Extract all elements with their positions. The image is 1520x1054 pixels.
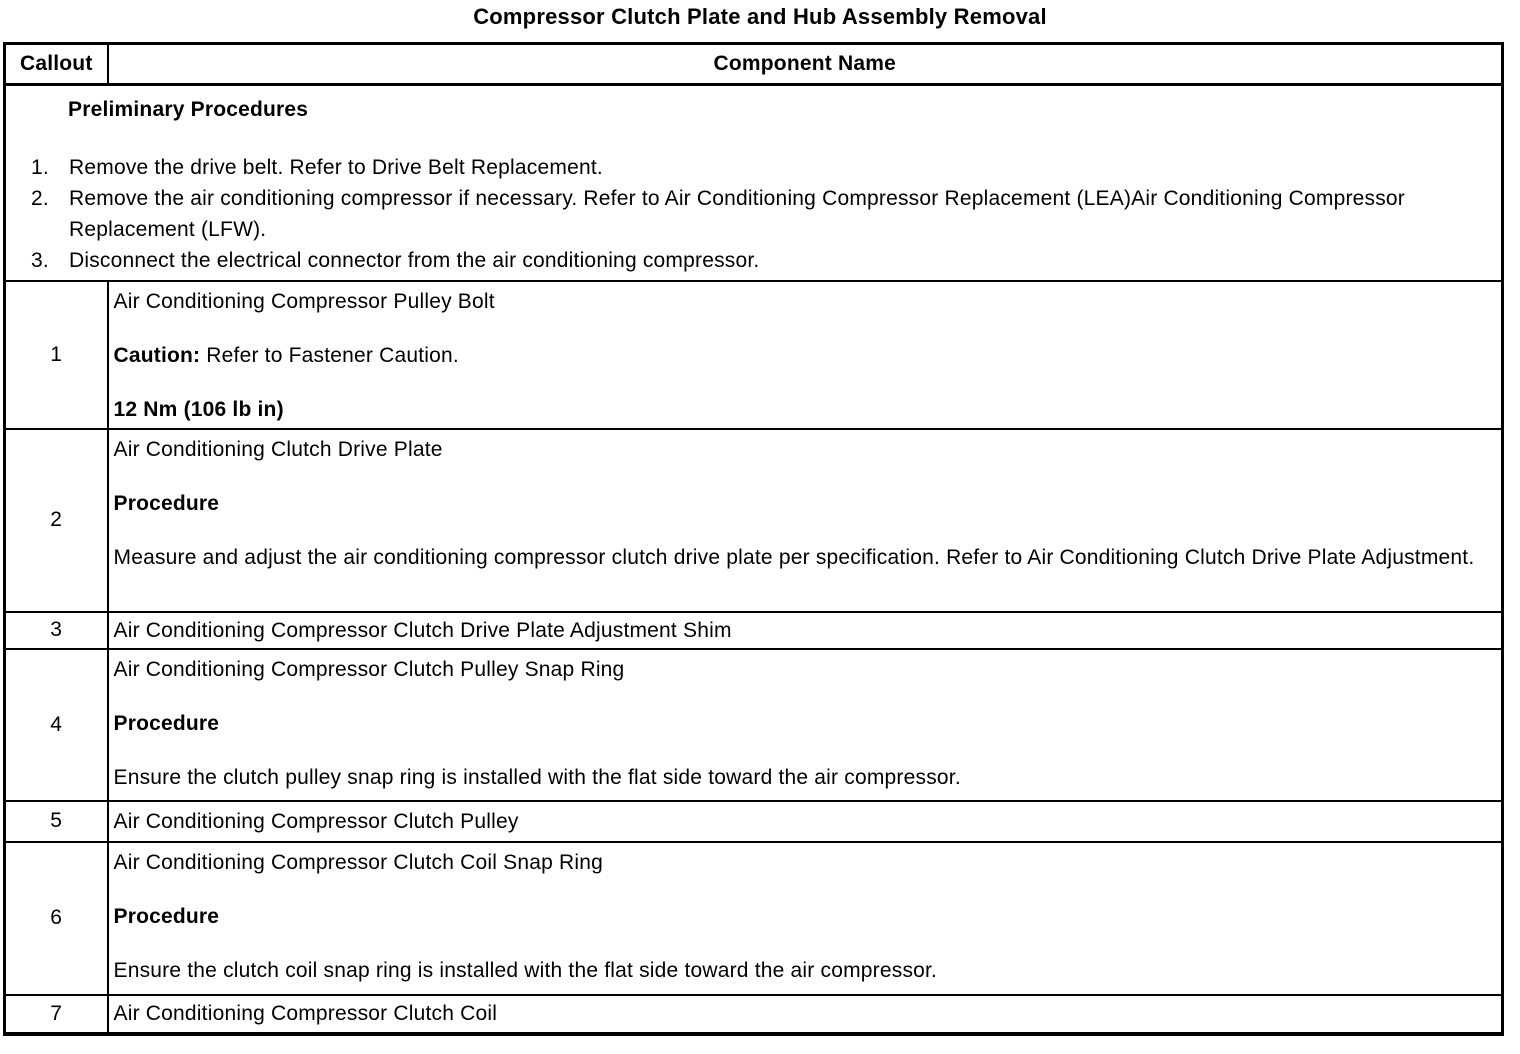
table-row: 7 Air Conditioning Compressor Clutch Coi…: [3, 993, 1504, 1035]
step-number: 1.: [31, 156, 49, 179]
page-title: Compressor Clutch Plate and Hub Assembly…: [473, 4, 1047, 29]
step-text: Remove the drive belt. Refer to Drive Be…: [69, 156, 603, 179]
component-cell: Air Conditioning Compressor Clutch Drive…: [106, 610, 1504, 650]
callout-cell: 3: [3, 610, 109, 650]
callout-cell: 7: [3, 993, 109, 1035]
preliminary-procedures-section: Preliminary Procedures 1. Remove the driv…: [3, 83, 1504, 282]
component-cell: Air Conditioning Compressor Pulley Bolt …: [106, 279, 1504, 430]
procedure-text: Ensure the clutch pulley snap ring is in…: [113, 765, 961, 789]
table-row: 2 Air Conditioning Clutch Drive Plate Pr…: [3, 427, 1504, 613]
parts-table: Callout Component Name Preliminary Proce…: [3, 42, 1504, 1036]
torque-spec: 12 Nm (106 lb in): [113, 397, 284, 421]
table-header-row: Callout Component Name: [3, 42, 1504, 86]
component-name: Air Conditioning Compressor Clutch Pulle…: [113, 809, 519, 833]
component-cell: Air Conditioning Clutch Drive Plate Proc…: [106, 427, 1504, 613]
caution-note: Caution: Refer to Fastener Caution.: [114, 342, 1502, 369]
caution-text: Refer to Fastener Caution.: [206, 343, 459, 367]
callout-header-cell: Callout: [3, 42, 109, 86]
step-number: 2.: [31, 187, 49, 210]
table-row: 1 Air Conditioning Compressor Pulley Bol…: [3, 279, 1504, 430]
preliminary-step: 1. Remove the drive belt. Refer to Drive …: [31, 152, 1497, 183]
procedure-label: Procedure: [113, 711, 220, 735]
component-cell: Air Conditioning Compressor Clutch Pulle…: [106, 647, 1504, 802]
callout-cell: 4: [3, 647, 109, 802]
component-name: Air Conditioning Compressor Clutch Pulle…: [113, 657, 625, 681]
preliminary-heading: Preliminary Procedures: [68, 98, 309, 121]
table-row: 4 Air Conditioning Compressor Clutch Pul…: [3, 647, 1504, 802]
caution-label: Caution:: [113, 343, 201, 367]
step-number: 3.: [31, 249, 49, 272]
preliminary-cell: Preliminary Procedures 1. Remove the driv…: [3, 83, 1504, 282]
component-name: Air Conditioning Compressor Pulley Bolt: [113, 289, 495, 313]
table-row: 3 Air Conditioning Compressor Clutch Dri…: [3, 610, 1504, 650]
component-name: Air Conditioning Compressor Clutch Drive…: [113, 618, 732, 642]
step-text: Remove the air conditioning compressor i…: [69, 187, 1405, 241]
procedure-label: Procedure: [113, 904, 220, 928]
callout-cell: 6: [3, 840, 109, 996]
procedure-text: Ensure the clutch coil snap ring is inst…: [113, 958, 938, 982]
component-name: Air Conditioning Clutch Drive Plate: [113, 437, 443, 461]
preliminary-step: 2. Remove the air conditioning compressor…: [31, 183, 1497, 245]
component-cell: Air Conditioning Compressor Clutch Coil …: [106, 840, 1504, 996]
callout-cell: 5: [3, 799, 109, 843]
component-cell: Air Conditioning Compressor Clutch Coil: [106, 993, 1504, 1035]
component-name: Air Conditioning Compressor Clutch Coil …: [113, 850, 604, 874]
table-row: 5 Air Conditioning Compressor Clutch Pul…: [3, 799, 1504, 843]
callout-cell: 1: [3, 279, 109, 430]
table-row: 6 Air Conditioning Compressor Clutch Coi…: [3, 840, 1504, 996]
procedure-label: Procedure: [113, 491, 220, 515]
callout-cell: 2: [3, 427, 109, 613]
step-text: Disconnect the electrical connector from…: [69, 249, 760, 272]
component-cell: Air Conditioning Compressor Clutch Pulle…: [106, 799, 1504, 843]
component-header-cell: Component Name: [106, 42, 1504, 86]
procedure-text: Measure and adjust the air conditioning …: [113, 545, 1475, 569]
component-name: Air Conditioning Compressor Clutch Coil: [113, 1002, 498, 1025]
preliminary-step: 3. Disconnect the electrical connector fr…: [31, 245, 1497, 276]
